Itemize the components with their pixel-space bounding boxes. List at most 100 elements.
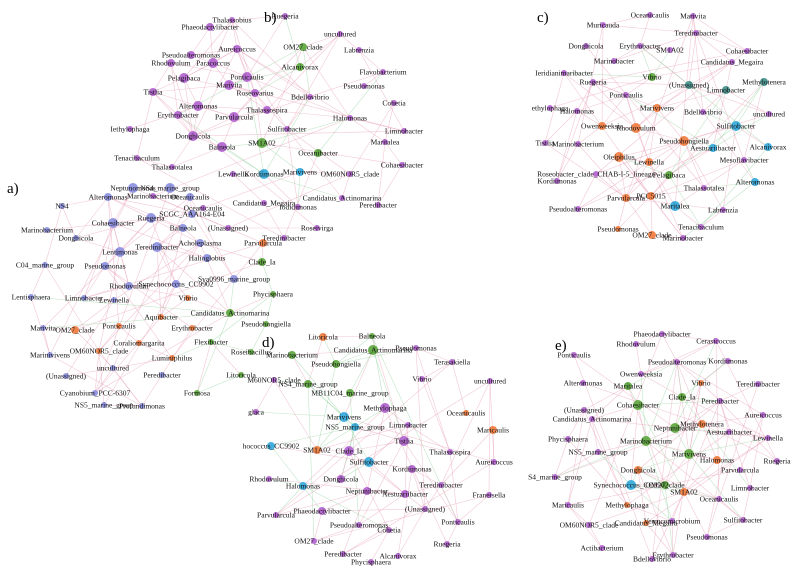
network-edge	[544, 72, 565, 144]
network-edge	[358, 49, 405, 132]
network-node	[110, 365, 116, 371]
network-edge	[384, 141, 403, 166]
network-edge	[683, 140, 705, 189]
network-edge	[583, 409, 628, 506]
network-edge	[639, 45, 653, 78]
network-node	[649, 556, 655, 562]
node-label: (Unassigned)	[669, 81, 709, 90]
network-edge	[661, 333, 717, 342]
network-edge	[261, 261, 274, 295]
network-edge	[640, 373, 647, 442]
network-node	[438, 482, 444, 488]
network-node	[158, 314, 164, 320]
network-edge	[650, 159, 745, 197]
network-edge	[591, 404, 639, 420]
node-label: Cohaesibacter	[381, 161, 424, 170]
network-edge	[156, 242, 201, 248]
node-label: Vibrio	[642, 73, 661, 82]
network-node	[624, 382, 632, 390]
network-node	[369, 333, 375, 339]
network-edge	[192, 71, 384, 137]
network-edge	[316, 449, 350, 452]
network-edge	[567, 504, 590, 526]
network-edge	[449, 451, 459, 523]
network-edge	[368, 461, 406, 495]
network-edge	[65, 299, 115, 377]
network-edge	[286, 128, 299, 208]
network-edge	[625, 197, 653, 236]
network-edge	[718, 498, 744, 521]
network-node	[401, 128, 407, 134]
network-edge	[83, 265, 106, 299]
node-label: uncultured	[474, 377, 506, 386]
network-edge	[83, 242, 264, 299]
node-label: Ponticaulis	[557, 351, 590, 360]
network-edge	[601, 24, 604, 127]
network-edge	[588, 524, 603, 549]
network-edge	[637, 469, 666, 486]
network-edge	[156, 227, 184, 248]
network-node	[680, 488, 688, 496]
network-node	[631, 123, 641, 133]
node-label: Verrucomicrobium	[644, 517, 701, 526]
network-node	[261, 200, 267, 206]
node-label: Aureicoccus	[218, 45, 256, 54]
network-edge	[384, 102, 395, 143]
node-label: Marinobacterium	[552, 140, 604, 149]
network-edge	[313, 494, 490, 542]
network-node	[623, 92, 629, 98]
network-node	[704, 534, 710, 540]
network-edge	[358, 440, 405, 526]
node-label: Parvularcula	[721, 466, 760, 475]
network-node	[337, 475, 345, 483]
network-edge	[739, 414, 764, 471]
network-edge	[263, 202, 285, 239]
network-edge	[650, 187, 705, 197]
network-node	[266, 476, 272, 482]
network-edge	[676, 340, 717, 363]
network-edge	[171, 278, 235, 359]
node-label: Acholeplasma	[179, 239, 223, 248]
network-edge	[683, 113, 770, 142]
network-edge	[343, 416, 370, 463]
network-node	[259, 239, 267, 247]
network-edge	[263, 173, 343, 199]
network-edge	[645, 361, 678, 442]
network-node	[575, 141, 581, 147]
network-node	[598, 122, 606, 130]
network-edge	[554, 438, 569, 478]
network-edge	[618, 156, 627, 199]
node-label: OM27_clade	[645, 481, 685, 490]
network-node	[667, 47, 673, 53]
network-edge	[212, 19, 233, 64]
network-edge	[651, 61, 733, 78]
network-node	[489, 426, 497, 434]
network-node	[637, 43, 643, 49]
network-node	[314, 225, 320, 231]
network-edge	[656, 61, 733, 109]
network-edge	[676, 361, 703, 425]
network-edge	[544, 110, 578, 144]
network-edge	[440, 380, 491, 486]
panel-label-d: d)	[262, 335, 275, 351]
network-node	[586, 522, 592, 528]
network-node	[380, 69, 386, 75]
network-edge	[674, 159, 745, 207]
node-label: Cohaesibacter	[617, 401, 660, 410]
network-node	[413, 345, 419, 351]
network-edge	[377, 141, 386, 206]
node-label: Oceanibacter	[298, 149, 338, 158]
network-edge	[152, 117, 351, 197]
network-edge	[554, 440, 647, 478]
network-edge	[343, 416, 495, 463]
node-label: Teredinibacter	[135, 243, 179, 252]
network-node	[399, 436, 409, 446]
node-label: Alcanivorax	[379, 552, 416, 561]
network-node	[700, 109, 706, 115]
network-node	[257, 138, 267, 148]
node-label: Lentimonas	[102, 248, 137, 257]
network-edge	[676, 361, 764, 416]
network-node	[101, 402, 107, 408]
panel-label-e: e)	[555, 338, 567, 354]
network-node	[299, 43, 307, 51]
